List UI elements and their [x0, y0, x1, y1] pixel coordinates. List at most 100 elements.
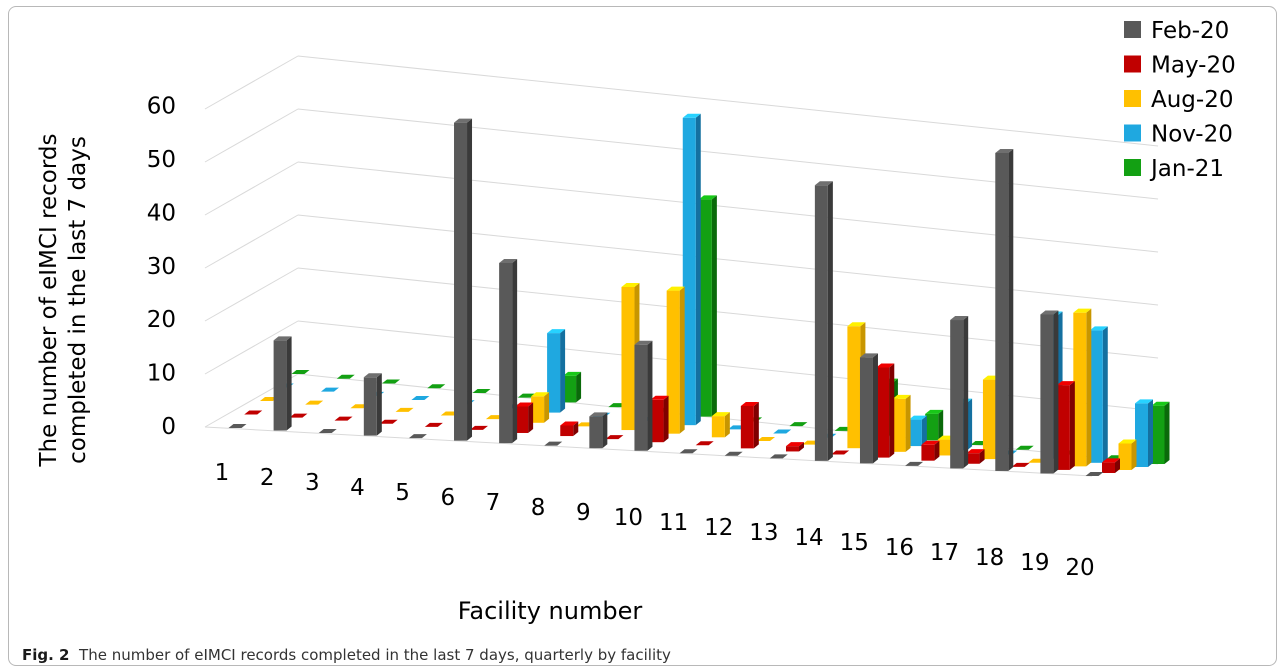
bar-May-20-facility-7	[515, 402, 534, 433]
bar-front	[740, 405, 754, 449]
legend-swatch	[1124, 124, 1141, 142]
bar-top	[560, 421, 579, 426]
x-tick-label: 2	[260, 465, 275, 491]
bar-zero-marker	[336, 374, 355, 379]
gridline-side	[204, 108, 299, 163]
gridline-side	[204, 320, 299, 375]
bar-May-20-facility-10	[650, 395, 669, 443]
bar-Nov-20-facility-20	[1135, 399, 1153, 467]
bar-front	[785, 446, 799, 452]
legend: Feb-20 May-20 Aug-20 Nov-20 Jan-21	[1124, 18, 1236, 182]
bar-front	[859, 357, 873, 464]
bar-Feb-20-facility-11	[679, 449, 698, 454]
bar-front	[560, 425, 574, 437]
bar-zero-marker	[1085, 472, 1104, 476]
bar-side	[889, 363, 895, 458]
bar-side	[663, 395, 669, 443]
bar-zero-marker	[427, 384, 446, 389]
x-tick-label: 14	[794, 525, 823, 551]
x-tick-label: 11	[659, 510, 688, 536]
bar-zero-marker	[831, 450, 850, 455]
y-tick-label: 40	[147, 200, 176, 226]
bar-May-20-facility-13	[785, 442, 804, 452]
bar-front	[650, 399, 664, 443]
bar-May-20-facility-15	[876, 363, 895, 458]
legend-item: Nov-20	[1124, 122, 1233, 148]
bar-Jan-21-facility-15	[925, 409, 944, 441]
bar-side	[376, 373, 382, 436]
bar-Jan-21-facility-12	[789, 422, 808, 427]
bar-zero-marker	[769, 454, 788, 459]
bar-top	[698, 195, 717, 200]
bar-top	[499, 258, 518, 263]
bar-zero-marker	[773, 429, 792, 434]
bar-zero-marker	[469, 425, 488, 430]
bar-top	[454, 118, 473, 123]
bar-zero-marker	[472, 388, 491, 393]
bar-Jan-21-facility-17	[1015, 445, 1034, 450]
legend-swatch	[1124, 21, 1141, 38]
bar-front	[682, 117, 696, 426]
bar-top	[666, 286, 685, 291]
bar-top	[1118, 439, 1137, 444]
legend-label: Nov-20	[1151, 122, 1233, 148]
bar-zero-marker	[605, 435, 624, 440]
bar-top	[682, 113, 701, 118]
bar-front	[937, 439, 951, 456]
x-tick-label: 19	[1020, 550, 1049, 576]
bar-side	[286, 336, 292, 431]
bar-front	[1102, 462, 1115, 473]
x-tick-label: 10	[614, 505, 643, 531]
bar-May-20-facility-9	[605, 435, 624, 440]
bar-zero-marker	[679, 449, 698, 454]
bar-zero-marker	[1011, 462, 1030, 467]
gridline-side	[204, 214, 299, 269]
legend-item: Aug-20	[1124, 87, 1233, 113]
bar-front	[363, 377, 377, 436]
bar-Aug-20-facility-11	[711, 412, 730, 438]
bar-zero-marker	[291, 370, 310, 374]
bar-side	[1102, 326, 1108, 463]
bar-side	[602, 412, 608, 449]
legend-label: May-20	[1151, 53, 1236, 79]
bar-front	[499, 262, 513, 444]
bar-top	[634, 340, 653, 345]
bar-Feb-20-facility-19	[1040, 310, 1059, 474]
bar-top	[814, 181, 833, 186]
bar-side	[576, 371, 582, 403]
bar-May-20-facility-17	[966, 449, 985, 464]
bar-top	[563, 371, 582, 376]
bar-zero-marker	[382, 379, 401, 384]
bar-zero-marker	[379, 419, 398, 424]
bar-Feb-20-facility-16	[905, 461, 924, 466]
bar-Nov-20-facility-19	[1089, 326, 1108, 463]
bar-Aug-20-facility-12	[757, 436, 776, 441]
bar-front	[1118, 443, 1132, 470]
bar-May-20-facility-11	[695, 441, 714, 446]
bar-side	[1053, 310, 1059, 474]
bar-side	[647, 340, 653, 451]
bar-Feb-20-facility-9	[589, 412, 608, 449]
bar-front	[995, 152, 1009, 471]
caption-label: Fig. 2	[22, 646, 70, 664]
bar-top	[925, 409, 944, 414]
bar-Jan-21-facility-4	[427, 384, 446, 389]
bar-front	[1089, 330, 1103, 463]
bar-Feb-20-facility-2	[273, 336, 292, 431]
bar-zero-marker	[260, 397, 278, 401]
x-tick-label: 8	[531, 495, 546, 521]
bar-front	[966, 453, 980, 464]
bar-front	[982, 379, 996, 460]
bar-zero-marker	[544, 441, 563, 446]
bar-top	[1151, 401, 1170, 406]
legend-swatch	[1124, 159, 1141, 176]
bar-side	[921, 415, 927, 447]
bar-Jan-21-facility-5	[472, 388, 491, 393]
bar-front	[531, 396, 545, 423]
bar-Feb-20-facility-5	[408, 434, 427, 439]
bar-top	[847, 322, 866, 327]
x-tick-label: 20	[1065, 555, 1094, 581]
bar-side	[1008, 148, 1014, 471]
bar-zero-marker	[289, 413, 308, 418]
bar-Feb-20-facility-18	[995, 148, 1014, 471]
